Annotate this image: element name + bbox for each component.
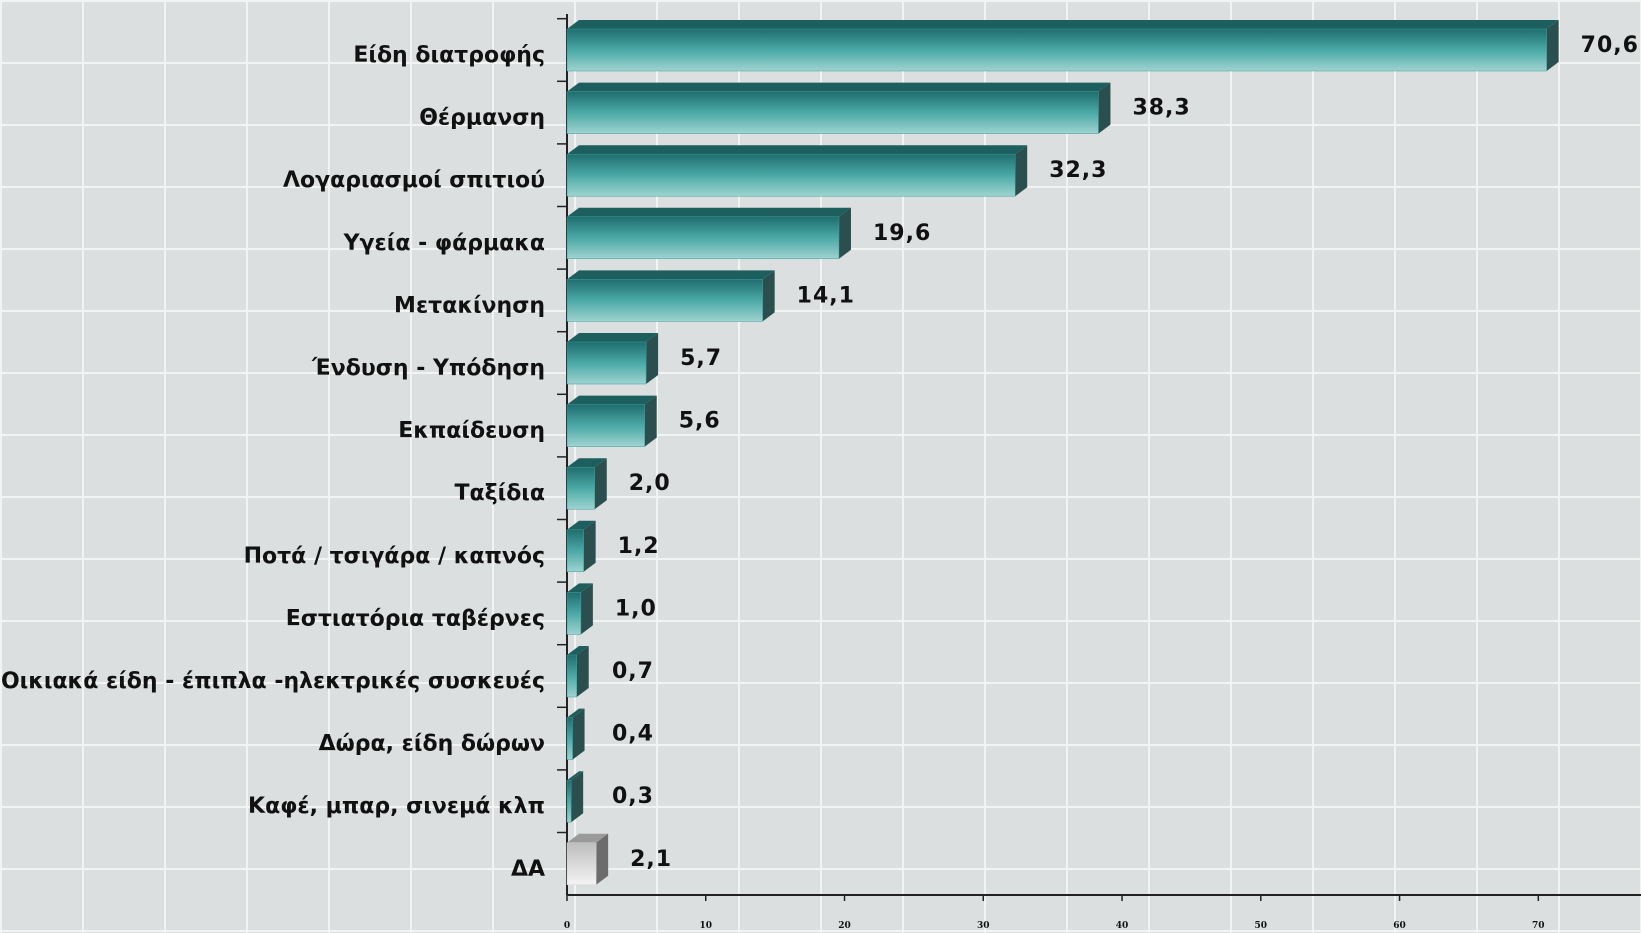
value-label: 5,7	[680, 346, 722, 371]
value-label: 32,3	[1049, 158, 1107, 183]
bar	[566, 341, 647, 385]
value-label: 38,3	[1132, 96, 1190, 121]
category-label: Εκπαίδευση	[398, 419, 545, 444]
bar-side	[572, 708, 585, 760]
bar-side	[576, 646, 589, 697]
bar-top	[567, 708, 585, 718]
category-label: Οικιακά είδη - έπιπλα -ηλεκτρικές συσκευ…	[1, 669, 545, 694]
bar-top	[567, 270, 775, 280]
bar-side	[1098, 82, 1111, 134]
x-tick-label: 10	[699, 921, 712, 931]
category-label: Εστιατόρια ταβέρνες	[286, 606, 545, 631]
bar-top	[567, 145, 1028, 155]
category-label: ΔΑ	[511, 857, 545, 882]
bar-top	[567, 833, 609, 843]
bar-top	[567, 458, 607, 468]
bar	[566, 717, 573, 760]
bar	[566, 779, 572, 823]
bar	[566, 654, 577, 698]
bar-side	[644, 395, 657, 447]
value-label: 14,1	[797, 283, 855, 308]
category-label: Ταξίδια	[455, 481, 546, 506]
bar-top	[567, 82, 1111, 92]
value-label: 2,1	[630, 847, 672, 872]
category-label: Θέρμανση	[419, 106, 545, 131]
bar	[566, 216, 840, 260]
value-label: 1,2	[618, 534, 660, 559]
value-label: 0,4	[612, 722, 654, 747]
category-label: Ένδυση - Υπόδηση	[311, 356, 545, 381]
value-label: 0,3	[612, 784, 654, 809]
bar	[566, 28, 1547, 72]
bar-side	[583, 520, 596, 572]
bar-top	[567, 207, 851, 217]
category-label: Μετακίνηση	[394, 293, 545, 318]
value-label: 5,6	[679, 409, 721, 434]
category-label: Δώρα, είδη δώρων	[319, 732, 545, 757]
value-label: 1,0	[615, 596, 657, 621]
bar-top	[567, 771, 584, 781]
bar-side	[571, 771, 584, 823]
x-tick-label: 20	[838, 921, 851, 931]
x-tick-label: 60	[1393, 921, 1406, 931]
bar-top	[567, 395, 657, 405]
bar-top	[567, 520, 596, 530]
x-tick-label: 70	[1532, 921, 1545, 931]
category-label: Λογαριασμοί σπιτιού	[283, 168, 545, 193]
value-label: 0,7	[612, 659, 654, 684]
bar	[566, 592, 582, 635]
value-label: 70,6	[1581, 33, 1639, 58]
bar-side	[1546, 20, 1559, 71]
x-tick-label: 30	[977, 921, 990, 931]
x-tick-label: 50	[1255, 921, 1268, 931]
bar-side	[838, 207, 851, 259]
category-label: Είδη διατροφής	[353, 43, 545, 68]
x-tick-label: 0	[564, 921, 570, 931]
bar-side	[594, 458, 607, 510]
bar	[566, 404, 645, 447]
bar-top	[567, 583, 593, 593]
bar-side	[762, 270, 775, 322]
bar-top	[567, 20, 1559, 29]
x-tick-label: 40	[1116, 921, 1129, 931]
category-label: Καφέ, μπαρ, σινεμά κλπ	[248, 794, 545, 819]
bar-top	[567, 333, 659, 342]
bar	[566, 842, 597, 886]
bar	[566, 91, 1099, 134]
bar-side	[1015, 145, 1028, 197]
value-label: 2,0	[629, 471, 671, 496]
bar	[566, 466, 596, 510]
category-label: Ποτά / τσιγάρα / καπνός	[244, 544, 545, 569]
bar-side	[646, 333, 659, 384]
bar-top	[567, 646, 589, 655]
bar-side	[596, 833, 609, 885]
bar	[566, 153, 1016, 197]
bar-side	[580, 583, 593, 635]
bar	[566, 529, 584, 573]
category-label: Υγεία - φάρμακα	[343, 231, 545, 256]
value-label: 19,6	[873, 221, 931, 246]
bar	[566, 279, 763, 322]
